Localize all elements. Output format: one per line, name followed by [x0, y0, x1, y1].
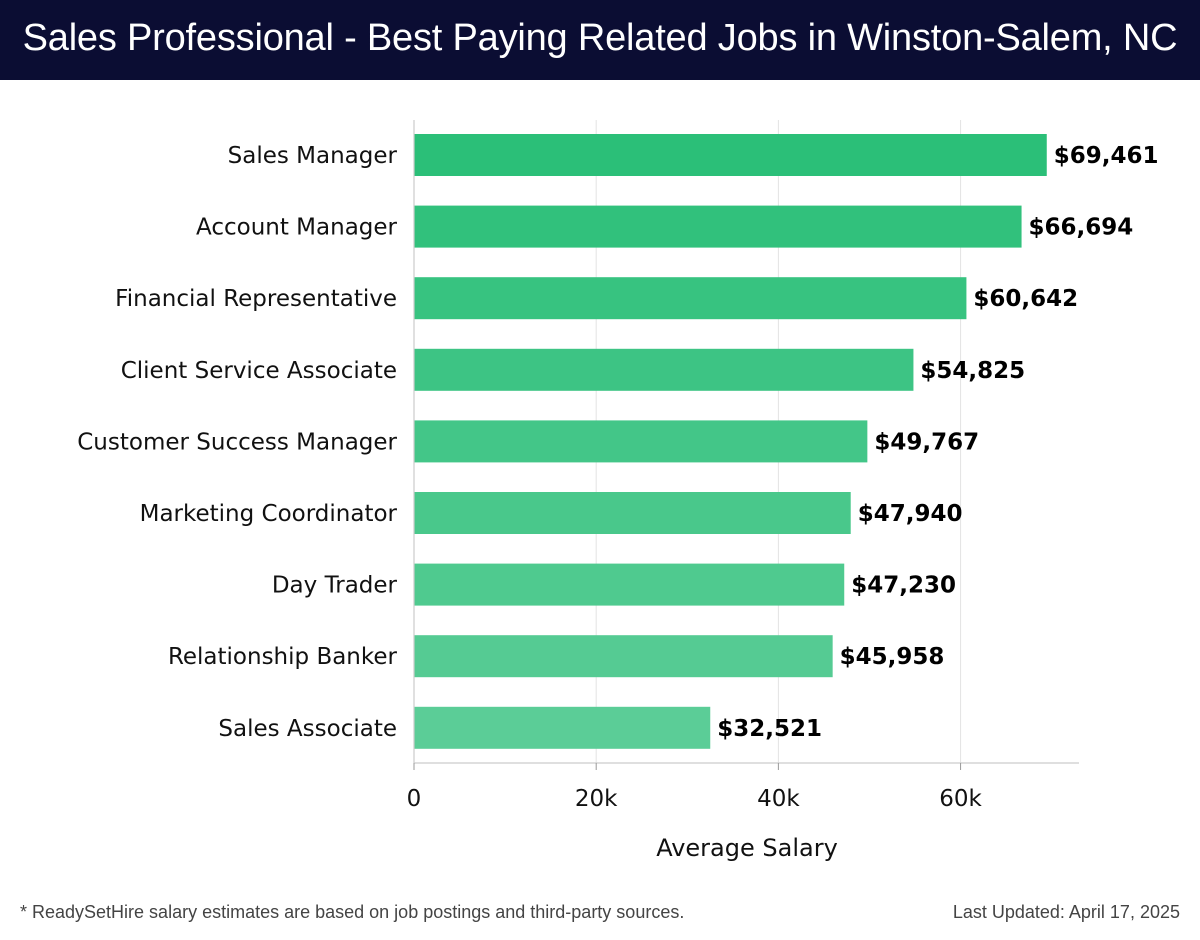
category-label: Financial Representative: [115, 286, 397, 312]
value-label: $69,461: [1054, 143, 1159, 169]
page-title: Sales Professional - Best Paying Related…: [22, 16, 1178, 59]
category-label: Relationship Banker: [168, 644, 398, 670]
value-label: $45,958: [840, 644, 945, 670]
x-tick-label: 60k: [939, 786, 982, 812]
title-bar: Sales Professional - Best Paying Related…: [0, 0, 1200, 80]
bar: [414, 420, 868, 463]
x-axis-label: Average Salary: [656, 834, 838, 862]
value-label: $60,642: [973, 286, 1078, 312]
bar: [414, 706, 711, 749]
bar: [414, 205, 1022, 248]
footer-note: * ReadySetHire salary estimates are base…: [20, 902, 685, 922]
last-updated: Last Updated: April 17, 2025: [952, 902, 1180, 922]
bar: [414, 563, 845, 606]
value-label: $54,825: [920, 358, 1025, 384]
salary-bar-chart: Sales Manager $69,461 Account Manager $66,6…: [77, 120, 1159, 862]
bar: [414, 348, 914, 391]
category-label: Client Service Associate: [121, 358, 397, 384]
x-tick-label: 40k: [757, 786, 800, 812]
x-tick-label: 20k: [575, 786, 618, 812]
category-label: Day Trader: [272, 573, 398, 599]
value-label: $49,767: [874, 429, 979, 455]
value-label: $47,230: [851, 573, 956, 599]
category-label: Account Manager: [196, 215, 398, 241]
value-label: $66,694: [1029, 215, 1134, 241]
value-label: $32,521: [717, 716, 822, 742]
bars: Sales Manager $69,461 Account Manager $66,6…: [77, 134, 1159, 749]
value-label: $47,940: [858, 501, 963, 527]
category-label: Sales Manager: [228, 143, 398, 169]
bar: [414, 492, 851, 534]
bar: [414, 635, 833, 678]
axes: 0 20k 40k 60k: [407, 120, 1079, 812]
category-label: Sales Associate: [218, 716, 397, 742]
category-label: Customer Success Manager: [77, 429, 397, 455]
bar: [414, 277, 967, 320]
bar: [414, 134, 1047, 176]
x-tick-label: 0: [407, 786, 422, 812]
category-label: Marketing Coordinator: [140, 501, 398, 527]
